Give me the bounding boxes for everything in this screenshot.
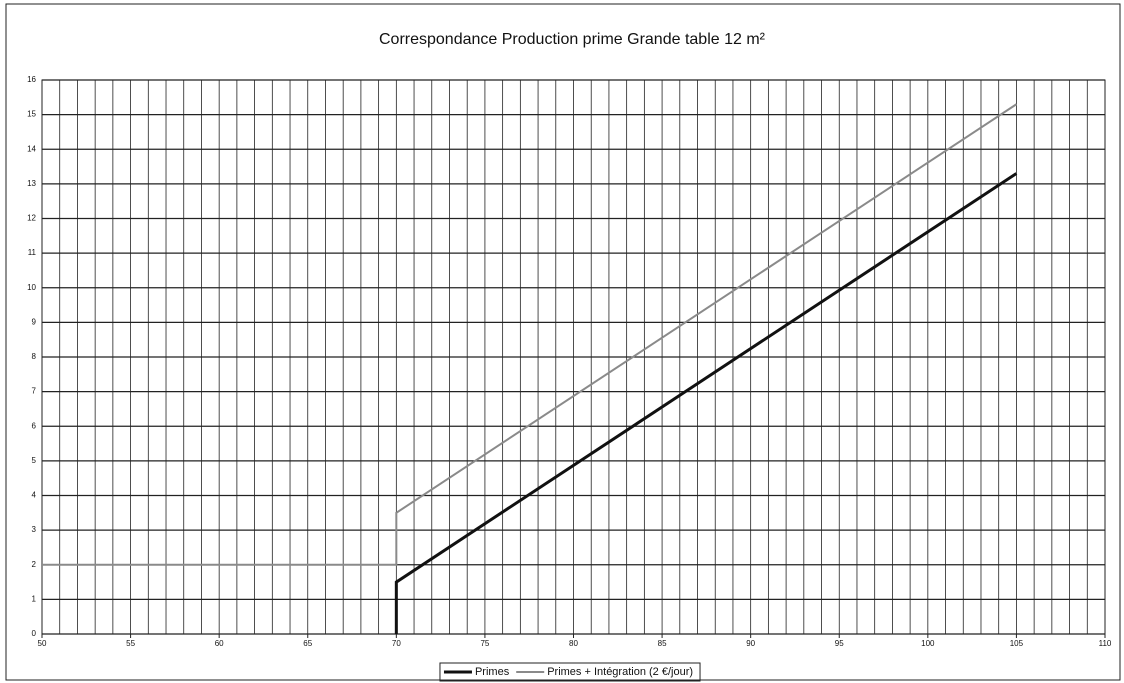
series-line xyxy=(394,172,1018,634)
x-tick-label: 65 xyxy=(303,639,312,648)
x-tick-label: 80 xyxy=(569,639,578,648)
y-tick-label: 7 xyxy=(32,387,37,396)
y-tick-label: 9 xyxy=(32,317,37,326)
y-tick-label: 4 xyxy=(32,491,37,500)
x-tick-label: 50 xyxy=(38,639,47,648)
x-tick-label: 105 xyxy=(1010,639,1024,648)
legend-label: Primes xyxy=(475,666,510,678)
y-tick-label: 14 xyxy=(27,144,36,153)
series-line xyxy=(42,103,1017,566)
x-tick-label: 70 xyxy=(392,639,401,648)
y-tick-label: 1 xyxy=(32,594,37,603)
y-tick-label: 3 xyxy=(32,525,37,534)
x-tick-label: 110 xyxy=(1099,639,1112,648)
y-tick-label: 0 xyxy=(32,629,37,638)
x-tick-label: 85 xyxy=(658,639,667,648)
y-tick-label: 2 xyxy=(32,560,37,569)
legend-box xyxy=(439,662,701,682)
y-tick-label: 12 xyxy=(27,214,36,223)
x-tick-label: 75 xyxy=(480,639,489,648)
x-tick-label: 55 xyxy=(126,639,135,648)
chart-frame xyxy=(5,3,1121,681)
y-tick-label: 11 xyxy=(28,248,37,257)
chart-title: Correspondance Production prime Grande t… xyxy=(379,31,766,48)
x-tick-label: 95 xyxy=(835,639,844,648)
x-tick-label: 60 xyxy=(215,639,224,648)
legend-label: Primes + Intégration (2 €/jour) xyxy=(547,666,693,678)
y-tick-label: 15 xyxy=(27,110,36,119)
y-tick-label: 5 xyxy=(32,456,37,465)
y-tick-label: 8 xyxy=(32,352,37,361)
x-tick-label: 90 xyxy=(746,639,755,648)
y-tick-label: 13 xyxy=(27,179,36,188)
y-tick-label: 6 xyxy=(32,421,37,430)
y-tick-label: 10 xyxy=(27,283,36,292)
y-tick-label: 16 xyxy=(27,75,36,84)
x-tick-label: 100 xyxy=(921,639,935,648)
